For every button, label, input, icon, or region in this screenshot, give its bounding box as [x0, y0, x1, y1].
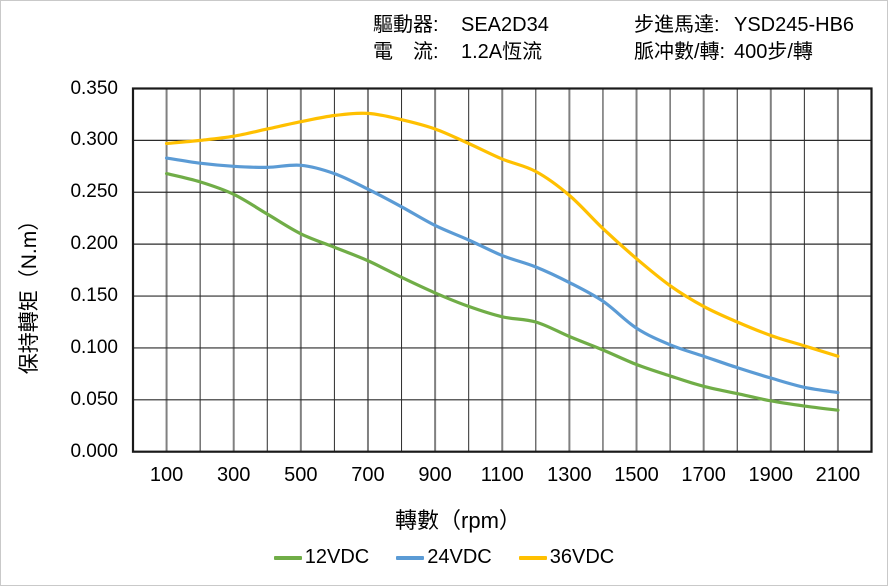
legend-label-24vdc: 24VDC	[427, 546, 492, 568]
x-tick-label: 300	[217, 464, 251, 486]
y-tick-label: 0.000	[70, 440, 118, 462]
x-tick-label: 1300	[547, 464, 592, 486]
legend-label-12vdc: 12VDC	[304, 546, 370, 568]
y-tick-label: 0.350	[70, 77, 118, 99]
x-tick-label: 1700	[681, 464, 726, 486]
x-axis-title: 轉數（rpm）	[395, 508, 521, 533]
current-label: 電 流:	[373, 41, 439, 63]
legend-item-12vdc: 12VDC	[273, 546, 370, 569]
curve-12vdc	[164, 171, 840, 412]
legend-swatch-36vdc	[518, 555, 547, 560]
y-tick-label: 0.250	[70, 181, 118, 203]
header-column-driver: 驅動器: SEA2D34 電 流: 1.2A恆流	[373, 12, 549, 66]
driver-label: 驅動器:	[373, 14, 439, 36]
motor-row: 步進馬達: YSD245-HB6	[634, 12, 854, 39]
current-value: 1.2A恆流	[461, 41, 543, 63]
motor-value: YSD245-HB6	[734, 14, 855, 36]
y-tick-label: 0.150	[70, 285, 118, 307]
chart-legend: 12VDC 24VDC 36VDC	[0, 546, 888, 569]
steps-label: 脈冲數/轉:	[634, 41, 726, 63]
y-tick-label: 0.050	[70, 388, 118, 410]
steps-value: 400步/轉	[734, 41, 813, 63]
x-tick-label: 2100	[815, 464, 861, 486]
x-tick-label: 1500	[614, 464, 659, 486]
motor-label: 步進馬達:	[634, 14, 720, 36]
y-tick-label: 0.200	[70, 233, 118, 255]
x-tick-label: 1900	[748, 464, 794, 486]
legend-label-36vdc: 36VDC	[549, 546, 615, 568]
steps-row: 脈冲數/轉: 400步/轉	[634, 39, 854, 66]
curve-36vdc	[164, 111, 840, 358]
x-tick-label: 100	[149, 464, 184, 486]
x-tick-label: 900	[418, 464, 452, 486]
legend-item-36vdc: 36VDC	[518, 546, 615, 569]
y-tick-label: 0.300	[70, 129, 118, 151]
driver-row: 驅動器: SEA2D34	[373, 12, 549, 39]
legend-item-24vdc: 24VDC	[396, 546, 492, 569]
legend-swatch-24vdc	[396, 555, 425, 560]
x-tick-label: 500	[284, 464, 318, 486]
y-axis-title: 保持轉矩（N.m）	[18, 209, 41, 375]
driver-value: SEA2D34	[461, 14, 549, 36]
y-tick-label: 0.100	[70, 336, 118, 358]
x-tick-label: 1100	[480, 464, 524, 486]
legend-swatch-12vdc	[273, 555, 302, 560]
header-column-motor: 步進馬達: YSD245-HB6 脈冲數/轉: 400步/轉	[634, 12, 854, 66]
plot-border	[131, 87, 873, 453]
x-tick-label: 700	[351, 464, 385, 486]
curve-24vdc	[164, 156, 840, 395]
current-row: 電 流: 1.2A恆流	[373, 39, 549, 66]
